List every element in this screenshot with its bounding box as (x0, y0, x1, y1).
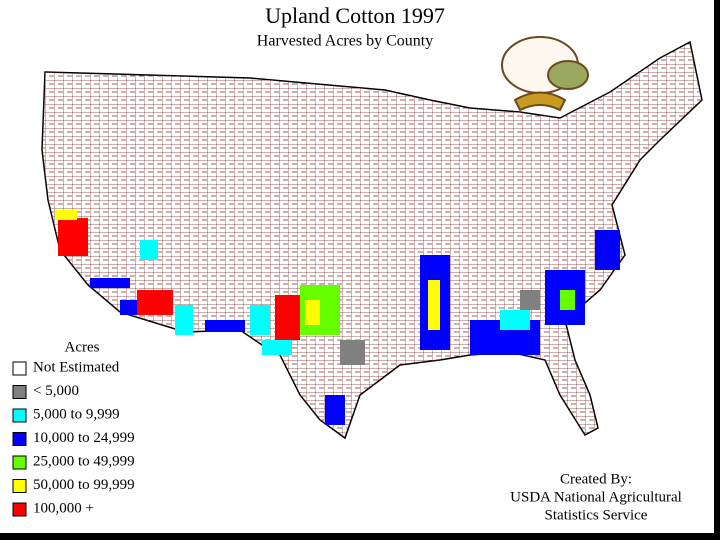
legend-label: 50,000 to 99,999 (33, 477, 135, 493)
cotton-regions (55, 210, 620, 425)
legend-label: Not Estimated (33, 359, 120, 375)
legend-label: 10,000 to 24,999 (33, 430, 135, 446)
region (250, 305, 270, 335)
legend-swatch (12, 479, 27, 493)
credit-line: Statistics Service (545, 507, 648, 523)
region (140, 240, 158, 260)
credit: Created By: USDA National Agricultural Sta… (510, 471, 682, 523)
us-map (41, 40, 703, 440)
legend-swatch (12, 502, 27, 517)
region (520, 290, 540, 310)
legend-label: < 5,000 (33, 383, 79, 399)
legend-swatch (12, 432, 27, 446)
region (275, 295, 300, 340)
legend-title: Acres (65, 339, 100, 355)
region (340, 340, 365, 365)
legend-label: 25,000 to 49,999 (33, 453, 135, 469)
region (55, 210, 77, 220)
legend: Acres Not Estimated < 5,000 5,000 to 9,999… (12, 339, 135, 517)
credit-line: USDA National Agricultural (510, 489, 682, 505)
region (58, 218, 88, 256)
region (325, 395, 345, 425)
region (137, 290, 173, 315)
region (205, 320, 245, 332)
region (90, 278, 130, 288)
region (428, 280, 440, 330)
region (175, 305, 193, 335)
region (305, 300, 320, 325)
credit-line: Created By: (560, 471, 632, 487)
legend-swatch (12, 408, 27, 423)
subtitle: Harvested Acres by County (257, 33, 433, 50)
legend-label: 100,000 + (33, 500, 94, 516)
region (500, 310, 530, 330)
region (560, 290, 575, 310)
title: Upland Cotton 1997 (265, 3, 445, 28)
cotton-icon (501, 36, 589, 112)
region (595, 230, 620, 270)
legend-swatch (12, 385, 27, 399)
legend-swatch (12, 455, 27, 470)
legend-swatch (12, 361, 27, 376)
region (120, 300, 140, 315)
legend-label: 5,000 to 9,999 (33, 406, 120, 422)
region (262, 340, 292, 355)
